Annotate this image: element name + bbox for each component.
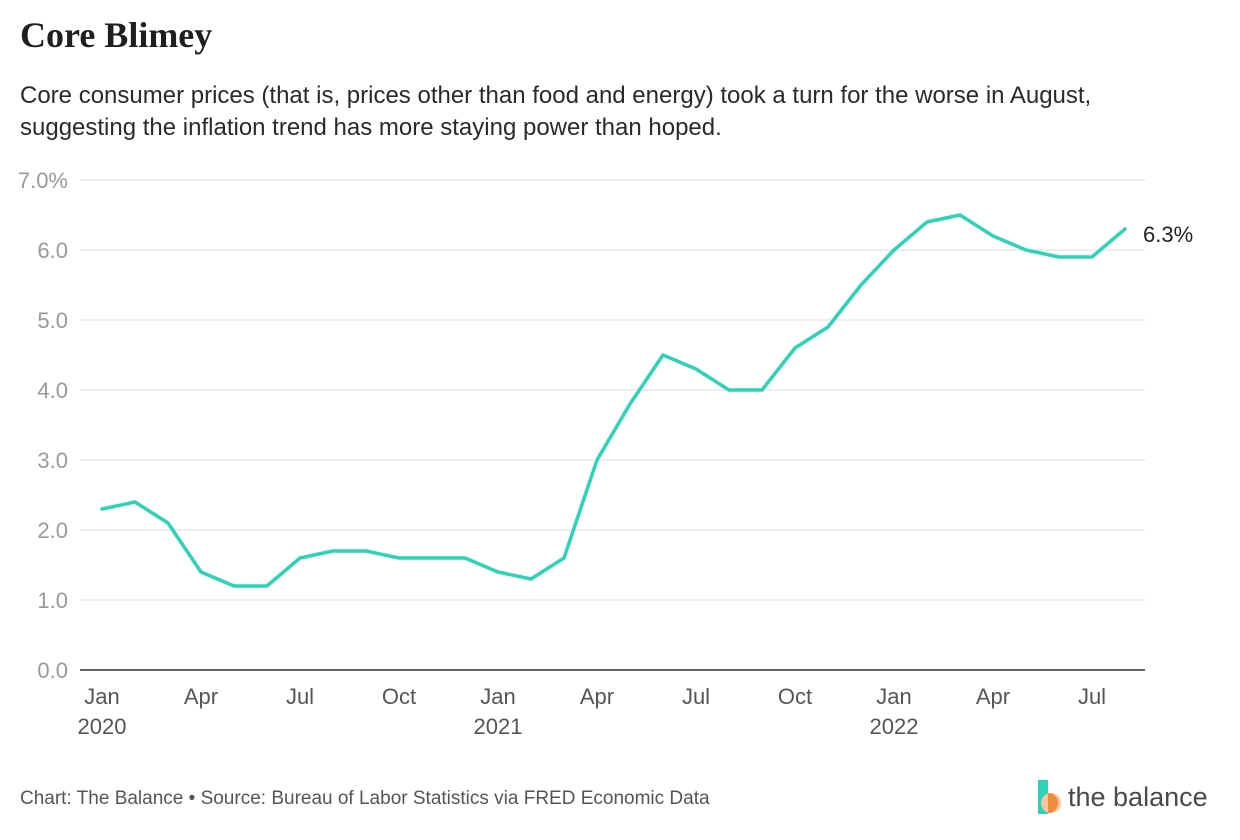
x-tick-year-label: 2021 — [474, 714, 523, 739]
y-tick-label: 4.0 — [37, 378, 68, 403]
series-line-core-cpi — [100, 213, 1127, 588]
chart-source-footer: Chart: The Balance • Source: Bureau of L… — [20, 788, 710, 809]
x-tick-year-label: 2020 — [78, 714, 127, 739]
balance-logo-icon — [1038, 780, 1061, 814]
x-tick-label: Apr — [976, 684, 1010, 709]
y-axis-ticks: 0.0 1.0 2.0 3.0 4.0 5.0 6.0 7.0% — [18, 168, 68, 683]
x-tick-label: Jan — [876, 684, 911, 709]
line-chart: 0.0 1.0 2.0 3.0 4.0 5.0 6.0 7.0% Jan 2020 Apr Jul O… — [18, 168, 1193, 739]
x-tick-label: Jan — [480, 684, 515, 709]
y-tick-label: 5.0 — [37, 308, 68, 333]
chart-subtitle: Core consumer prices (that is, prices ot… — [20, 82, 1092, 141]
the-balance-logo: the balance — [1036, 778, 1226, 818]
y-tick-label: 0.0 — [37, 658, 68, 683]
y-tick-label: 6.0 — [37, 238, 68, 263]
x-tick-label: Apr — [184, 684, 218, 709]
x-tick-label: Oct — [382, 684, 416, 709]
x-tick-year-label: 2022 — [870, 714, 919, 739]
end-value-label: 6.3% — [1143, 222, 1193, 247]
y-tick-label: 7.0% — [18, 168, 68, 193]
x-tick-label: Apr — [580, 684, 614, 709]
x-tick-label: Jul — [1078, 684, 1106, 709]
x-tick-label: Jan — [84, 684, 119, 709]
x-axis-ticks: Jan 2020 Apr Jul Oct Jan 2021 Apr Jul Oct Jan 2022 A… — [78, 684, 1107, 739]
y-tick-label: 3.0 — [37, 448, 68, 473]
chart-title: Core Blimey — [20, 15, 213, 55]
logo-wordmark: the balance — [1068, 782, 1208, 812]
y-tick-label: 1.0 — [37, 588, 68, 613]
gridlines — [80, 179, 1145, 601]
y-tick-label: 2.0 — [37, 518, 68, 543]
x-tick-label: Jul — [286, 684, 314, 709]
x-tick-label: Oct — [778, 684, 812, 709]
x-tick-label: Jul — [682, 684, 710, 709]
